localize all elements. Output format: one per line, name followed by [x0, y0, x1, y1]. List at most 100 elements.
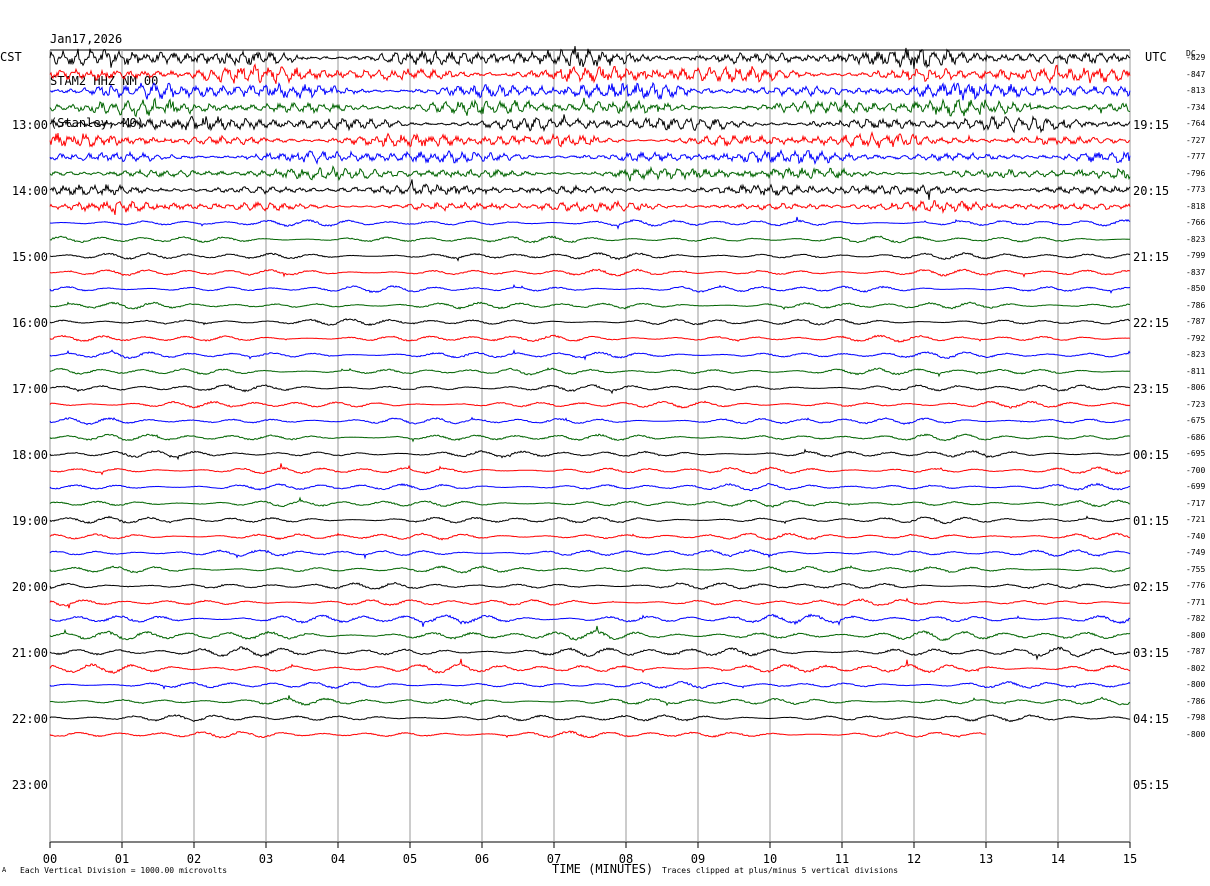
dc-offset-label: -800	[1186, 680, 1206, 689]
x-tick-label: 01	[114, 852, 130, 866]
left-hour-label: 15:00	[11, 250, 48, 264]
x-tick-label: 14	[1050, 852, 1066, 866]
x-tick-label: 11	[834, 852, 850, 866]
x-tick-label: 08	[618, 852, 634, 866]
x-tick-label: 00	[42, 852, 58, 866]
seismic-trace	[49, 680, 1131, 690]
seismic-trace	[49, 658, 1131, 674]
seismic-trace	[49, 496, 1131, 508]
seismic-trace	[49, 482, 1131, 492]
x-tick-label: 13	[978, 852, 994, 866]
dc-offset-label: -773	[1186, 185, 1206, 194]
x-tick-label: 15	[1122, 852, 1138, 866]
seismic-trace	[49, 730, 987, 739]
dc-offset-label: -700	[1186, 465, 1206, 475]
dc-offset-label: -721	[1186, 515, 1206, 524]
seismic-trace	[49, 63, 1131, 85]
seismic-trace	[49, 613, 1131, 627]
dc-offset-label: -717	[1186, 498, 1206, 508]
seismic-trace	[49, 46, 1131, 69]
seismic-trace	[49, 646, 1131, 661]
left-hour-label: 19:00	[11, 514, 48, 528]
seismic-trace	[49, 318, 1131, 326]
dc-offset-label: -800	[1186, 729, 1206, 739]
right-hour-label: 19:15	[1133, 118, 1170, 132]
footer-mark: A	[2, 866, 7, 874]
dc-offset-label: -771	[1186, 597, 1206, 607]
dc-offset-label: -675	[1186, 416, 1206, 425]
dc-offset-label: -796	[1186, 168, 1206, 178]
right-hour-label: 02:15	[1133, 580, 1170, 594]
left-timezone-label: CST	[0, 50, 22, 64]
seismic-trace	[49, 81, 1131, 101]
seismic-trace	[49, 383, 1131, 395]
right-hour-label: 04:15	[1133, 712, 1170, 726]
seismic-trace	[49, 625, 1131, 642]
dc-offset-label: -811	[1186, 366, 1206, 376]
dc-offset-label: -686	[1186, 432, 1206, 442]
seismic-trace	[49, 199, 1131, 216]
seismic-trace	[49, 565, 1130, 574]
left-hour-label: 13:00	[11, 118, 48, 132]
dc-offset-label: -829	[1186, 53, 1206, 62]
dc-offset-label: -740	[1186, 531, 1206, 541]
seismic-trace	[49, 334, 1131, 343]
right-hour-label: 20:15	[1133, 184, 1170, 198]
dc-offset-label: -695	[1186, 449, 1206, 458]
x-tick-label: 05	[402, 852, 418, 866]
left-hour-label: 18:00	[11, 448, 48, 462]
x-tick-label: 03	[258, 852, 274, 866]
seismic-trace	[49, 149, 1131, 165]
seismic-trace	[49, 400, 1131, 409]
seismic-trace	[49, 252, 1131, 262]
dc-offset-label: -813	[1186, 86, 1206, 95]
seismic-trace	[49, 130, 1131, 149]
dc-offset-label: -723	[1186, 399, 1206, 409]
x-tick-label: 07	[546, 852, 562, 866]
seismic-trace	[49, 416, 1131, 426]
dc-offset-label: -847	[1186, 69, 1206, 79]
x-tick-label: 04	[330, 852, 346, 866]
dc-offset-label: -727	[1186, 135, 1206, 145]
seismic-trace	[49, 165, 1131, 182]
left-hour-label: 14:00	[11, 184, 48, 198]
date-label: Jan17,2026	[50, 32, 123, 46]
right-hour-label: 21:15	[1133, 250, 1170, 264]
dc-offset-label: -792	[1186, 333, 1206, 343]
right-hour-label: 01:15	[1133, 514, 1170, 528]
seismic-trace	[49, 695, 1131, 707]
dc-offset-label: -802	[1186, 663, 1206, 673]
dc-offset-label: -749	[1186, 548, 1206, 557]
dc-offset-label: -837	[1186, 267, 1206, 277]
dc-offset-label: -786	[1186, 696, 1206, 706]
footer-scale-note: Each Vertical Division = 1000.00 microvo…	[20, 866, 228, 875]
dc-offset-label: -777	[1186, 152, 1206, 161]
left-hour-label: 17:00	[11, 382, 48, 396]
seismic-trace	[49, 179, 1131, 200]
dc-header-label: DC	[1186, 49, 1196, 58]
left-hour-label: 23:00	[11, 778, 48, 792]
footer-clip-note: Traces clipped at plus/minus 5 vertical …	[662, 866, 899, 875]
right-hour-label: 22:15	[1133, 316, 1170, 330]
dc-offset-label: -755	[1186, 564, 1206, 574]
seismic-trace	[49, 549, 1131, 560]
dc-offset-label: -800	[1186, 630, 1206, 640]
seismic-trace	[49, 235, 1130, 244]
seismic-trace	[49, 268, 1131, 278]
seismic-trace	[49, 463, 1131, 476]
left-hour-label: 20:00	[11, 580, 48, 594]
dc-offset-label: -798	[1186, 713, 1206, 722]
dc-offset-label: -823	[1186, 234, 1206, 244]
seismic-trace	[49, 301, 1131, 310]
dc-offset-label: -764	[1186, 119, 1206, 128]
dc-offset-label: -787	[1186, 647, 1206, 656]
seismic-trace	[49, 515, 1131, 525]
dc-offset-label: -823	[1186, 350, 1206, 359]
left-hour-label: 21:00	[11, 646, 48, 660]
x-tick-label: 10	[762, 852, 778, 866]
right-hour-label: 03:15	[1133, 646, 1170, 660]
dc-offset-label: -782	[1186, 614, 1206, 623]
seismic-trace	[49, 448, 1131, 461]
seismic-trace	[49, 367, 1131, 378]
